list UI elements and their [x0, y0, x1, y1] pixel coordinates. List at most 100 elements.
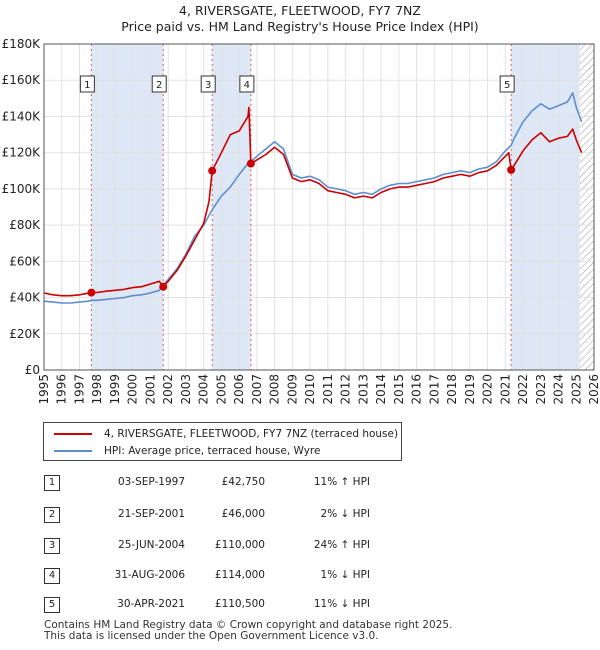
transaction-hpi: 11% ↑ HPI [313, 476, 370, 488]
y-tick-label: £120K [2, 146, 42, 160]
transaction-row: 1 03-SEP-1997 £42,750 11% ↑ HPI [0, 474, 600, 494]
x-tick-label: 2021 [498, 374, 512, 405]
x-tick-label: 2010 [303, 374, 317, 405]
transaction-row: 4 31-AUG-2006 £114,000 1% ↓ HPI [0, 567, 600, 587]
x-tick-label: 2019 [463, 374, 477, 405]
y-tick-label: £80K [9, 218, 41, 232]
y-tick-label: £40K [9, 291, 41, 305]
legend-item-property: 4, RIVERSGATE, FLEETWOOD, FY7 7NZ (terra… [54, 427, 398, 441]
transaction-badge: 4 [44, 568, 60, 584]
transaction-row: 5 30-APR-2021 £110,500 11% ↓ HPI [0, 596, 600, 616]
y-tick-label: £20K [9, 327, 41, 341]
sale-point [507, 165, 516, 174]
ownership-shade [212, 44, 251, 370]
sale-badge [499, 75, 515, 93]
sale-badge-label: 3 [205, 80, 211, 91]
plot-area: 1 2 3 4 5 £0 £20K £40K £60K £80K £100K £120K £140K £1… [2, 37, 600, 405]
transaction-date: 03-SEP-1997 [117, 476, 185, 488]
x-tick-label: 2006 [232, 374, 246, 405]
x-tick-label: 2024 [552, 374, 566, 405]
sale-badge [79, 75, 95, 93]
x-tick-label: 2015 [392, 374, 406, 405]
legend-label-hpi: HPI: Average price, terraced house, Wyre [104, 445, 321, 457]
legend-swatch-hpi [54, 450, 92, 452]
x-tick-label: 2009 [285, 374, 299, 405]
sale-badge [239, 75, 255, 93]
ownership-shade [91, 44, 164, 370]
title-line-2: Price paid vs. HM Land Registry's House … [121, 19, 479, 34]
x-tick-label: 1998 [90, 374, 104, 405]
x-tick-label: 2007 [250, 374, 264, 405]
legend-label-property: 4, RIVERSGATE, FLEETWOOD, FY7 7NZ (terra… [104, 428, 399, 440]
sale-point [246, 159, 255, 168]
plot-frame [43, 43, 595, 371]
x-tick-label: 2012 [339, 374, 353, 405]
y-tick-label: £0 [25, 363, 40, 377]
x-tick-label: 2022 [516, 374, 530, 405]
sale-badge-label: 5 [504, 80, 510, 91]
x-tick-label: 2008 [268, 374, 282, 405]
x-tick-label: 2011 [321, 374, 335, 405]
transaction-price: £114,000 [214, 569, 265, 581]
transaction-hpi: 11% ↓ HPI [313, 598, 370, 610]
x-tick-label: 2002 [161, 374, 175, 405]
transaction-price: £110,500 [214, 598, 265, 610]
x-tick-label: 2013 [356, 374, 370, 405]
transaction-hpi: 1% ↓ HPI [320, 569, 370, 581]
legend-item-hpi: HPI: Average price, terraced house, Wyre [54, 444, 320, 458]
transaction-badge: 2 [44, 507, 60, 523]
hpi-line [43, 92, 583, 304]
transaction-badge: 5 [44, 597, 60, 613]
price-chart: 1 2 3 4 5 £0 £20K £40K £60K £80K £100K £120K £140K £1… [2, 37, 600, 405]
x-tick-label: 2000 [126, 374, 140, 405]
x-tick-label: 2014 [374, 374, 388, 405]
sale-point [159, 282, 168, 291]
x-tick-label: 2004 [197, 374, 211, 405]
title-line-1: 4, RIVERSGATE, FLEETWOOD, FY7 7NZ [179, 3, 421, 18]
x-tick-label: 1999 [108, 374, 122, 405]
x-tick-label: 1996 [55, 374, 69, 405]
legend-swatch-property [54, 433, 92, 435]
legend: 4, RIVERSGATE, FLEETWOOD, FY7 7NZ (terra… [43, 422, 402, 461]
transaction-row: 3 25-JUN-2004 £110,000 24% ↑ HPI [0, 537, 600, 557]
x-tick-label: 1995 [37, 374, 51, 405]
sale-badge-label: 1 [84, 80, 90, 91]
x-tick-label: 2026 [587, 374, 600, 405]
footer-copyright: Contains HM Land Registry data © Crown c… [44, 619, 453, 631]
transaction-date: 30-APR-2021 [117, 598, 185, 610]
ownership-shade [511, 44, 580, 370]
transaction-date: 21-SEP-2001 [117, 508, 185, 520]
transaction-hpi: 24% ↑ HPI [313, 539, 370, 551]
transaction-row: 2 21-SEP-2001 £46,000 2% ↓ HPI [0, 506, 600, 526]
y-tick-label: £140K [2, 109, 42, 123]
x-tick-label: 2025 [569, 374, 583, 405]
transaction-badge: 3 [44, 538, 60, 554]
transaction-price: £42,750 [221, 476, 265, 488]
sale-point [87, 288, 96, 297]
x-tick-label: 2005 [214, 374, 228, 405]
transaction-price: £46,000 [221, 508, 265, 520]
sale-point [208, 166, 217, 175]
y-tick-label: £60K [9, 254, 41, 268]
x-tick-label: 2016 [410, 374, 424, 405]
y-tick-label: £160K [2, 73, 42, 87]
footer-license: This data is licensed under the Open Gov… [44, 630, 379, 642]
x-tick-label: 2001 [143, 374, 157, 405]
y-tick-label: £180K [2, 37, 42, 51]
transaction-price: £110,000 [214, 539, 265, 551]
transaction-badge: 1 [44, 475, 60, 491]
sale-badge [200, 75, 216, 93]
sale-badge-label: 2 [156, 80, 162, 91]
x-tick-label: 2018 [445, 374, 459, 405]
footer: Contains HM Land Registry data © Crown c… [44, 620, 452, 642]
chart-title: 4, RIVERSGATE, FLEETWOOD, FY7 7NZ Price … [0, 3, 600, 35]
transaction-date: 25-JUN-2004 [118, 539, 185, 551]
forecast-hatch [579, 44, 594, 370]
transaction-date: 31-AUG-2006 [114, 569, 185, 581]
x-tick-label: 2003 [179, 374, 193, 405]
property-price-line [43, 106, 583, 297]
x-tick-label: 2017 [427, 374, 441, 405]
transaction-hpi: 2% ↓ HPI [320, 508, 370, 520]
sale-badge-label: 4 [244, 80, 250, 91]
sale-badge [151, 75, 167, 93]
